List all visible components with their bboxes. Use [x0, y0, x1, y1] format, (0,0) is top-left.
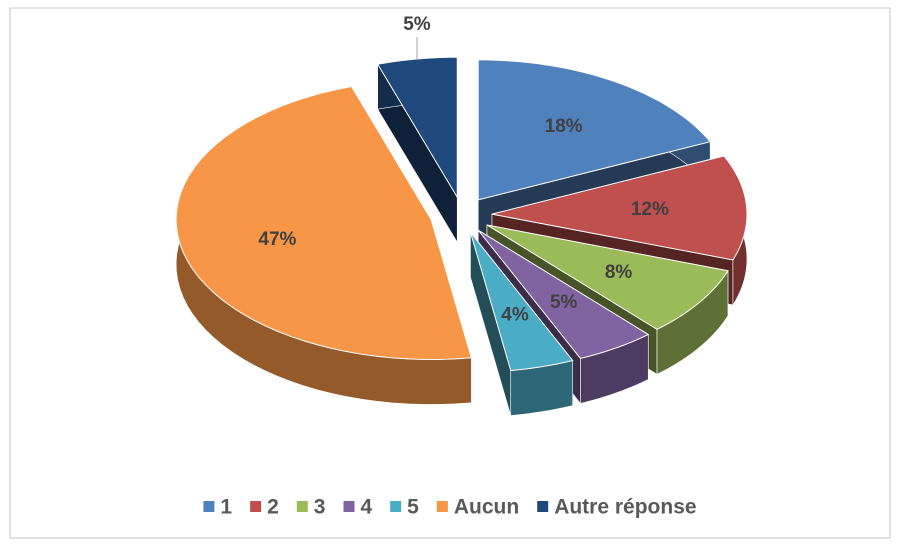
legend-swatch [390, 501, 402, 512]
data-label: 12% [631, 199, 669, 220]
data-label: 8% [605, 262, 633, 283]
data-label: 18% [545, 116, 583, 137]
legend: 1 2 3 4 5 Aucun Autre réponse [203, 496, 697, 519]
data-label: 4% [501, 305, 529, 326]
slice-top [491, 155, 748, 261]
slice [175, 85, 473, 405]
slice-top [175, 85, 473, 360]
legend-swatch [203, 501, 215, 512]
data-label: 47% [258, 229, 296, 250]
legend-label: 4 [360, 496, 372, 519]
slice [376, 56, 458, 244]
legend-swatch [343, 501, 355, 512]
slice-top [477, 59, 712, 201]
legend-label: 5 [407, 496, 419, 519]
legend-swatch [436, 501, 448, 512]
slice-top [376, 56, 458, 200]
slice [469, 231, 574, 416]
legend-swatch [296, 501, 308, 512]
legend-swatch [250, 501, 262, 512]
slice-top [469, 231, 574, 372]
legend-label: 2 [267, 496, 279, 519]
legend-label: 1 [220, 496, 232, 519]
slice-top [486, 224, 729, 330]
legend-swatch [537, 501, 549, 512]
data-label: 5% [550, 292, 578, 313]
legend-label: Aucun [454, 496, 519, 519]
slice-top [477, 229, 650, 359]
legend-label: Autre réponse [554, 496, 696, 519]
data-label: 5% [403, 14, 431, 35]
legend-label: 3 [314, 496, 326, 519]
